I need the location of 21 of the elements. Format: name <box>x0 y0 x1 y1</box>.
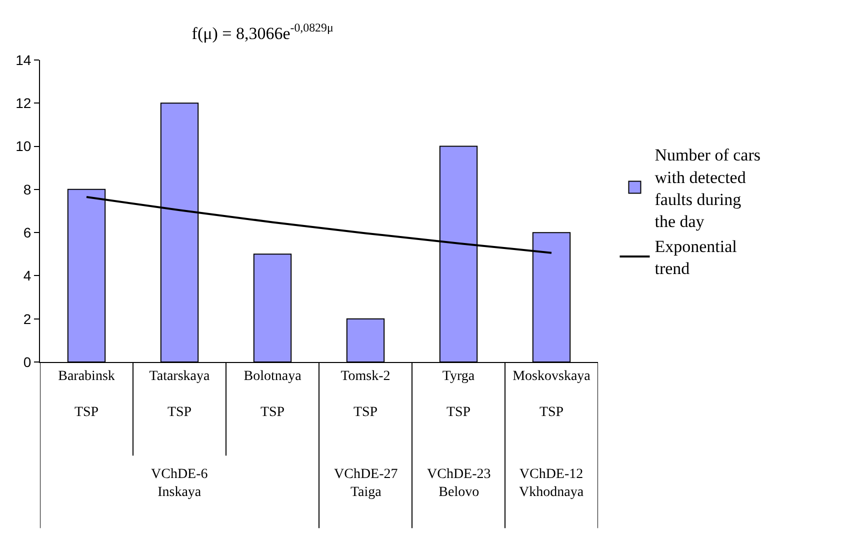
chart-title: f(μ) = 8,3066e$^{-0,0829μ}$ <box>192 20 334 43</box>
text: VChDE-6 Inskaya <box>151 467 208 500</box>
category-label: Moskovskaya TSP <box>512 368 590 420</box>
text: VChDE-23 Belovo <box>427 467 491 500</box>
y-tick-label: 12 <box>16 95 32 112</box>
category-label: Tomsk-2 TSP <box>340 368 390 420</box>
y-tick-label: 14 <box>16 52 32 68</box>
y-tick-label: 8 <box>23 181 32 198</box>
category-label: Bolotnaya TSP <box>244 368 302 420</box>
y-tick-label: 0 <box>23 354 32 370</box>
category-label: Barabinsk TSP <box>58 368 115 420</box>
y-tick-label: 2 <box>23 310 32 327</box>
y-tick-label: 6 <box>23 224 32 240</box>
legend-label: Exponential trend <box>654 237 738 278</box>
text: VChDE-12 Vkhodnaya <box>519 467 584 500</box>
category-label: Tyrga TSP <box>442 368 475 420</box>
text: VChDE-27 Taiga <box>334 467 398 500</box>
y-tick-label: 10 <box>16 138 32 154</box>
legend-label: Number of cars with detected faults during the day <box>654 146 760 231</box>
y-tick-label: 4 <box>23 268 32 284</box>
category-label: Tatarskaya TSP <box>149 368 210 420</box>
